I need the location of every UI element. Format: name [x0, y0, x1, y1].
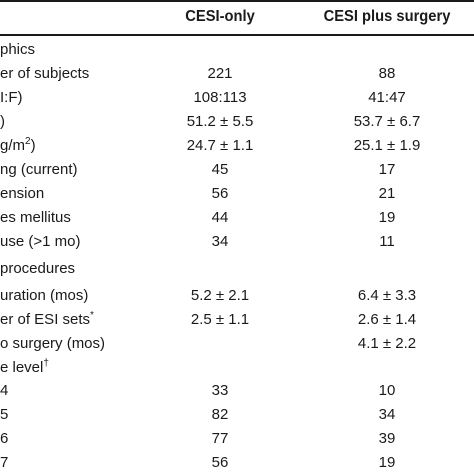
table-row: use (>1 mo) 34 11 [0, 229, 474, 254]
cesi-surgery-value: 2.6 ± 1.4 [357, 311, 417, 328]
row-label: phics [0, 41, 36, 58]
row-label: es mellitus [0, 209, 71, 226]
table-row: o surgery (mos) 4.1 ± 2.2 [0, 331, 474, 356]
cesi-surgery-value: 10 [378, 382, 396, 399]
cesi-surgery-value: 17 [378, 161, 396, 178]
row-label-text: e level [0, 359, 44, 376]
cesi-only-value: 45 [211, 161, 229, 178]
cesi-surgery-value: 34 [378, 406, 396, 423]
table-row: procedures [0, 256, 474, 281]
table-row: es mellitus 44 19 [0, 205, 474, 230]
cesi-only-value: 33 [211, 382, 229, 399]
row-label: I:F) [0, 89, 23, 106]
cesi-only-value: 5.2 ± 2.1 [190, 287, 250, 304]
cesi-only-value: 56 [211, 185, 229, 202]
column-header-cesi-only: CESI-only [185, 8, 255, 25]
cesi-only-value: 82 [211, 406, 229, 423]
table-row: 5 82 34 [0, 402, 474, 427]
table-row: ension 56 21 [0, 181, 474, 206]
superscript: * [90, 310, 94, 321]
row-label-text: g/m [0, 137, 26, 154]
cesi-surgery-value: 21 [378, 185, 396, 202]
row-label: 6 [0, 430, 9, 447]
cesi-surgery-value: 53.7 ± 6.7 [353, 113, 421, 130]
row-label: er of subjects [0, 65, 90, 82]
cesi-only-value: 221 [207, 65, 233, 82]
row-label: g/m2) [0, 133, 36, 158]
cesi-surgery-value: 41:47 [368, 89, 406, 106]
superscript: † [43, 358, 49, 369]
row-label-tail: ) [30, 137, 36, 154]
cesi-only-value: 24.7 ± 1.1 [186, 137, 254, 154]
row-label: o surgery (mos) [0, 335, 106, 352]
table-row: e level† [0, 355, 474, 380]
superscript: 2 [25, 136, 31, 147]
cesi-only-value: 108:113 [193, 89, 247, 106]
table-row: 4 33 10 [0, 378, 474, 403]
cesi-surgery-value: 39 [378, 430, 396, 447]
cesi-only-value: 77 [211, 430, 229, 447]
table-row: er of ESI sets* 2.5 ± 1.1 2.6 ± 1.4 [0, 307, 474, 332]
cesi-only-value: 34 [211, 233, 229, 250]
header-rule [0, 34, 474, 36]
cesi-surgery-value: 6.4 ± 3.3 [357, 287, 417, 304]
row-label: er of ESI sets* [0, 307, 94, 332]
cesi-surgery-value: 88 [378, 65, 396, 82]
table-row: ng (current) 45 17 [0, 157, 474, 182]
cesi-surgery-value: 19 [378, 209, 396, 226]
table-row: I:F) 108:113 41:47 [0, 85, 474, 110]
table-row: ) 51.2 ± 5.5 53.7 ± 6.7 [0, 109, 474, 134]
row-label: ) [0, 113, 5, 130]
table-top-rule [0, 0, 474, 2]
table-row: g/m2) 24.7 ± 1.1 25.1 ± 1.9 [0, 133, 474, 158]
row-label: 7 [0, 454, 9, 471]
column-header-cesi-plus-surgery: CESI plus surgery [323, 8, 451, 25]
cesi-only-value: 51.2 ± 5.5 [186, 113, 254, 130]
table-row: 7 56 19 [0, 450, 474, 475]
table-row: uration (mos) 5.2 ± 2.1 6.4 ± 3.3 [0, 283, 474, 308]
row-label: 4 [0, 382, 9, 399]
cesi-surgery-value: 4.1 ± 2.2 [357, 335, 417, 352]
row-label: ng (current) [0, 161, 78, 178]
cesi-only-value: 56 [211, 454, 229, 471]
table-row: er of subjects 221 88 [0, 61, 474, 86]
cesi-only-value: 44 [211, 209, 229, 226]
row-label: ension [0, 185, 45, 202]
cesi-only-value: 2.5 ± 1.1 [190, 311, 250, 328]
cesi-surgery-value: 19 [378, 454, 396, 471]
row-label: use (>1 mo) [0, 233, 81, 250]
row-label: uration (mos) [0, 287, 89, 304]
row-label: 5 [0, 406, 9, 423]
cesi-surgery-value: 11 [379, 233, 395, 250]
row-label-text: er of ESI sets [0, 311, 91, 328]
table-row: phics [0, 37, 474, 62]
cesi-surgery-value: 25.1 ± 1.9 [353, 137, 421, 154]
table-row: 6 77 39 [0, 426, 474, 451]
row-label: e level† [0, 355, 49, 380]
row-label: procedures [0, 260, 76, 277]
